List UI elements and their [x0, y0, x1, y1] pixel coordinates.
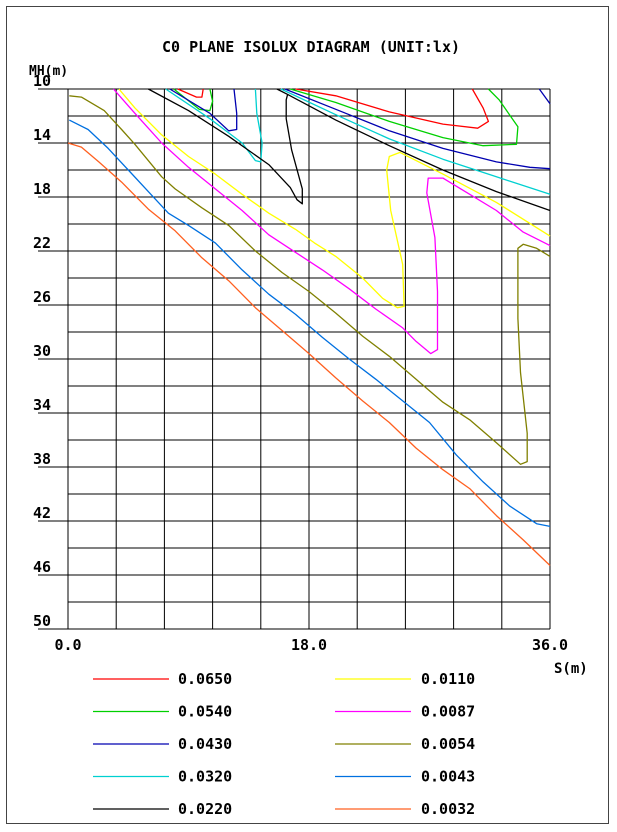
legend-label: 0.0650	[178, 670, 232, 688]
legend-label: 0.0043	[421, 768, 475, 786]
x-tick-labels: 0.0 18.0 36.0	[54, 636, 568, 654]
legend-label: 0.0110	[421, 670, 475, 688]
isolux-curve-0.0043	[69, 119, 551, 528]
isolux-curve-0.0650	[177, 88, 204, 98]
legend-label: 0.0540	[178, 703, 232, 721]
y-tick-label: 34	[33, 396, 51, 414]
isolux-curve-0.0087	[113, 88, 551, 355]
y-tick-label: 42	[33, 504, 51, 522]
x-axis-label: S(m)	[554, 661, 588, 677]
isolux-curve-0.0320	[165, 88, 263, 163]
grid-lines	[38, 88, 551, 630]
y-tick-label: 10	[33, 72, 51, 90]
y-tick-labels: 10 14 18 22 26 30 34 38 42 46 50	[33, 72, 51, 630]
y-tick-label: 18	[33, 180, 51, 198]
isolux-curve-0.0054	[69, 95, 551, 465]
chart-title: C0 PLANE ISOLUX DIAGRAM (UNIT:lx)	[162, 38, 460, 56]
isolux-curve-0.0320	[280, 88, 551, 195]
x-tick-label: 18.0	[291, 636, 327, 654]
chart-frame	[6, 6, 609, 824]
legend-label: 0.0430	[178, 735, 232, 753]
y-tick-label: 26	[33, 288, 51, 306]
y-tick-label: 38	[33, 450, 51, 468]
y-tick-label: 14	[33, 126, 51, 144]
isolux-curve-0.0540	[290, 88, 519, 147]
y-tick-label: 46	[33, 558, 51, 576]
legend-label: 0.0087	[421, 703, 475, 721]
legend-label: 0.0032	[421, 800, 475, 818]
legend: 0.0650 0.0540 0.0430 0.0320 0.0220 0.0110 0.00…	[93, 670, 475, 818]
isolux-curve-0.0540	[173, 88, 214, 112]
isolux-curve-0.0430	[169, 88, 238, 132]
legend-label: 0.0320	[178, 768, 232, 786]
y-tick-label: 22	[33, 234, 51, 252]
isolux-curves	[67, 88, 551, 566]
y-tick-label: 50	[33, 612, 51, 630]
isolux-curve-0.0220	[147, 88, 303, 205]
legend-label: 0.0220	[178, 800, 232, 818]
y-tick-label: 30	[33, 342, 51, 360]
isolux-curve-0.0220	[287, 93, 551, 212]
isolux-curve-0.0650	[295, 88, 490, 129]
isolux-curve-0.0032	[67, 142, 551, 566]
isolux-curve-0.0430	[538, 88, 551, 105]
y-axis-label: MH(m)	[29, 64, 68, 79]
isolux-curve-0.0110	[118, 88, 551, 309]
isolux-curve-0.0430	[284, 88, 551, 170]
x-tick-label: 36.0	[532, 636, 568, 654]
legend-label: 0.0054	[421, 735, 475, 753]
x-tick-label: 0.0	[54, 636, 81, 654]
